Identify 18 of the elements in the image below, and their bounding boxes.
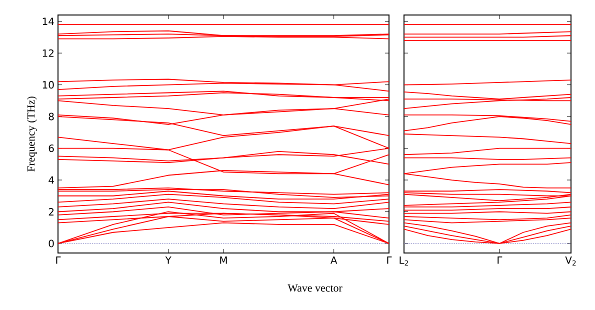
y-tick-label: 4: [48, 176, 54, 184]
y-tick-label: 2: [48, 208, 54, 216]
x-tick-label: L$_{2}$: [400, 256, 408, 266]
x-axis-title: Wave vector: [288, 284, 342, 292]
x-tick-label: Γ: [56, 256, 61, 264]
x-tick-label: Y: [165, 256, 172, 264]
x-tick-label: A: [330, 256, 338, 264]
y-tick-label: 0: [48, 240, 54, 248]
y-tick-label: 10: [42, 81, 54, 89]
y-tick-label: 8: [48, 112, 54, 120]
x-tick-label: Γ: [387, 256, 392, 264]
x-tick-label: Γ: [498, 256, 502, 264]
y-tick-label: 6: [48, 144, 54, 152]
x-tick-label: M: [220, 256, 227, 264]
y-tick-label: 14: [42, 18, 54, 25]
y-axis-title: Frequency (THz): [26, 96, 37, 172]
y-tick-label: 12: [42, 49, 54, 57]
x-tick-label: V$_{2}$: [565, 256, 576, 266]
